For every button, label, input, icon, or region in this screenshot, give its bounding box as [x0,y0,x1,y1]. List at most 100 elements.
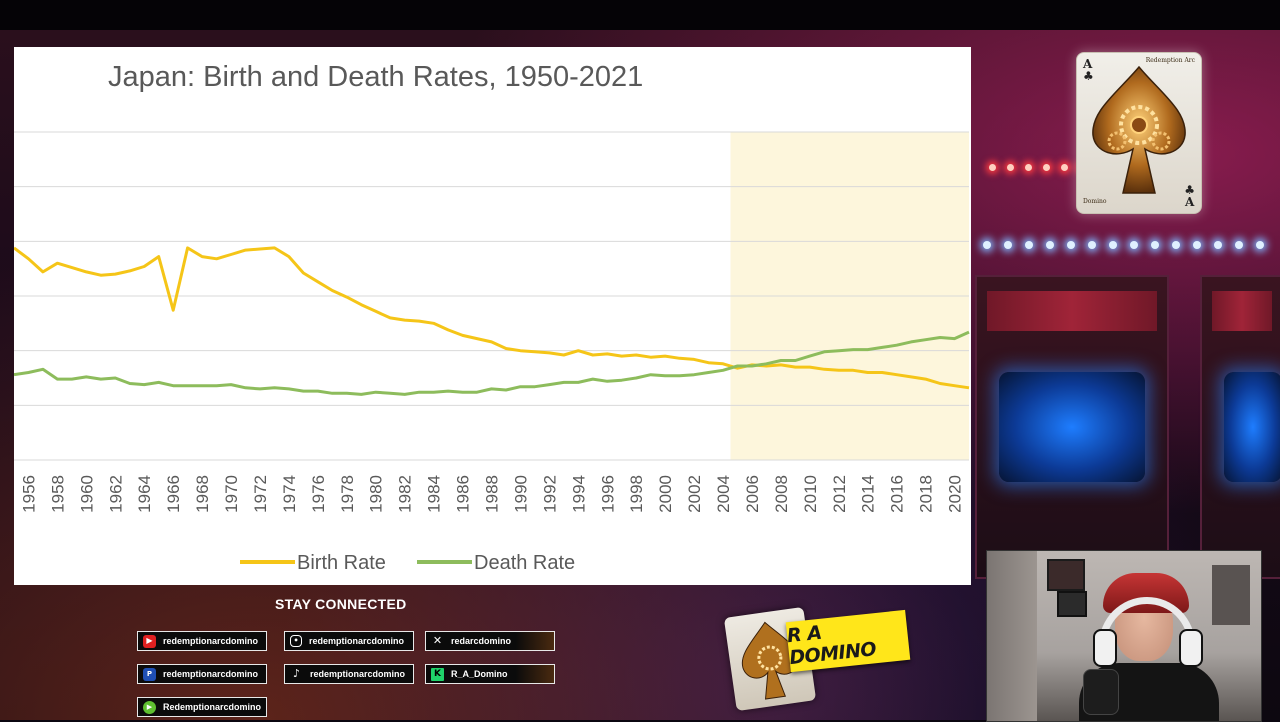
light-bulb [1061,164,1068,171]
light-bulb [1025,164,1032,171]
x-tick-label: 1964 [135,475,154,513]
gridlines [14,131,969,461]
series-lines [14,246,970,396]
club-icon: ♣ [1184,183,1195,197]
light-bulb [1043,164,1050,171]
social-link-kick[interactable]: K R_A_Domino [425,664,555,684]
x-tick-label: 1996 [598,475,617,513]
arcade-screen [1224,372,1280,482]
x-tick-label: 2016 [888,475,907,513]
x-tick-label: 2018 [917,475,936,513]
light-bulb [1046,241,1054,249]
x-tick-label: 1978 [338,475,357,513]
card-brand: Redemption Arc [1145,57,1195,64]
legend-label: Birth Rate [297,552,386,574]
x-tick-label: 2020 [946,475,965,513]
social-link-youtube[interactable]: ▶ redemptionarcdomino [137,631,267,651]
light-bulb [1004,241,1012,249]
arcade-cabinet [1200,275,1280,579]
x-tick-label: 1968 [193,475,212,513]
x-axis-tick-labels: 1956 1958 1960 1962 1964 1966 1968 1970 1972 1974… [19,475,964,513]
x-tick-label: 2008 [772,475,791,513]
headphone-cup [1179,629,1203,667]
legend-label: Death Rate [474,552,575,574]
x-tick-label: 1966 [164,475,183,513]
arcade-cabinet [975,275,1169,579]
x-tick-label: 2012 [830,475,849,513]
headphone-cup [1093,629,1117,667]
x-tick-label: 1976 [309,475,328,513]
gear-spade-icon [1092,65,1186,194]
light-bulb [1235,241,1243,249]
social-link-tiktok[interactable]: ♪ redemptionarcdomino [284,664,414,684]
social-link-playstation[interactable]: P redemptionarcdomino [137,664,267,684]
x-tick-label: 2010 [801,475,820,513]
light-bulb [1193,241,1201,249]
presentation-slide: Japan: Birth and Death Rates, 1950-2021 … [14,47,971,585]
blue-string-lights [975,235,1280,255]
x-tick-label: 2014 [859,475,878,513]
light-bulb [1109,241,1117,249]
light-bulb [1025,241,1033,249]
light-bulb [1214,241,1222,249]
chart-title: Japan: Birth and Death Rates, 1950-2021 [108,61,644,93]
card-rank: A ♣ [1083,57,1094,83]
x-tick-label: 1998 [627,475,646,513]
x-tick-label: 1972 [251,475,270,513]
youtube-icon: ▶ [143,634,156,648]
card-rank-bottom: ♣ A [1184,183,1195,209]
light-bulb [1088,241,1096,249]
x-tick-label: 1980 [367,475,386,513]
club-icon: ♣ [1083,69,1094,83]
x-tick-label: 1988 [483,475,502,513]
arcade-marquee [1212,291,1272,331]
kick-icon: K [431,667,444,681]
light-bulb [1172,241,1180,249]
webcam-feed [986,550,1262,722]
x-icon: ✕ [432,634,443,647]
playing-card-ace-of-spades: A ♣ Redemption Arc Domino ♣ A [1076,52,1202,214]
arcade-marquee [987,291,1157,331]
x-tick-label: 1958 [48,475,67,513]
webcam-shelf [1212,565,1250,625]
rumble-icon: ▶ [143,700,156,714]
birth-death-line-chart: 1956 1958 1960 1962 1964 1966 1968 1970 1972 1974… [14,131,970,574]
arcade-screen [999,372,1145,482]
x-tick-label: 1992 [540,475,559,513]
x-tick-label: 1960 [77,475,96,513]
light-bulb [1151,241,1159,249]
x-tick-label: 1984 [425,475,444,513]
microphone [1083,669,1119,715]
death-rate-line [14,330,970,396]
x-tick-label: 1982 [396,475,415,513]
x-tick-label: 1974 [280,475,299,513]
channel-logo: R A DOMINO [723,606,911,712]
tiktok-icon: ♪ [292,667,301,680]
webcam-door [987,551,1037,721]
x-tick-label: 2000 [656,475,675,513]
x-tick-label: 1986 [454,475,473,513]
light-bulb [983,241,991,249]
x-tick-label: 1970 [222,475,241,513]
social-link-rumble[interactable]: ▶ Redemptionarcdomino [137,697,267,717]
top-black-bar [0,0,1280,30]
x-tick-label: 1962 [106,475,125,513]
light-bulb [1256,241,1264,249]
x-tick-label: 1956 [19,475,38,513]
light-bulb [1130,241,1138,249]
x-tick-label: 1990 [511,475,530,513]
social-heading: STAY CONNECTED [275,596,407,612]
light-bulb [989,164,996,171]
light-bulb [1067,241,1075,249]
light-bulb [1007,164,1014,171]
card-brand-bottom: Domino [1083,198,1107,205]
logo-text: R A DOMINO [786,621,878,670]
chart-legend: Birth Rate Death Rate [240,552,575,574]
x-tick-label: 2002 [685,475,704,513]
playstation-icon: P [143,667,156,681]
webcam-wall-frame [1047,559,1085,591]
birth-rate-line [14,246,970,390]
social-link-x[interactable]: ✕ redarcdomino [425,631,555,651]
webcam-wall-frame [1057,591,1087,617]
social-link-instagram[interactable]: • redemptionarcdomino [284,631,414,651]
